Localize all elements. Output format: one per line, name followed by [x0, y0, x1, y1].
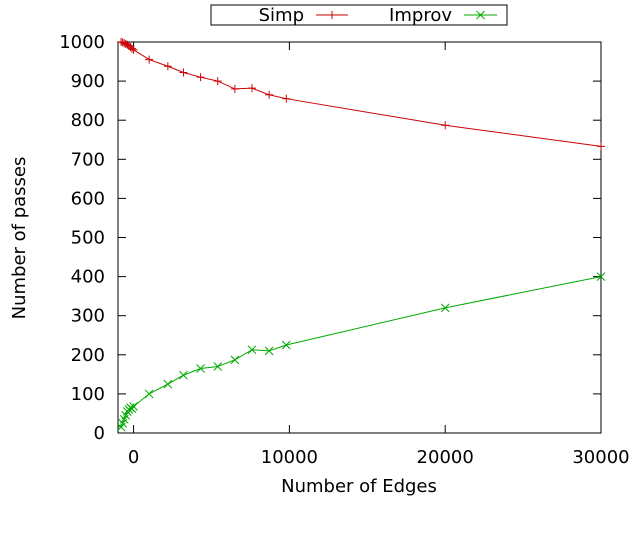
x-axis-ticks: 0 10000 20000 30000 — [128, 42, 630, 468]
legend-marker-simp — [328, 11, 336, 19]
series-layer — [116, 38, 606, 432]
y-tick-label: 1000 — [59, 32, 105, 53]
data-point-simp — [129, 45, 138, 54]
legend-label-simp: Simp — [259, 5, 304, 26]
data-point-simp — [230, 84, 239, 93]
y-axis-title: Number of passes — [9, 157, 30, 320]
data-point-improv — [264, 346, 274, 356]
data-point-simp — [247, 84, 256, 93]
y-tick-label: 400 — [71, 267, 105, 288]
data-point-simp — [597, 142, 605, 151]
data-point-improv — [247, 345, 257, 355]
legend-box — [210, 4, 508, 26]
data-point-simp — [179, 68, 188, 77]
series-simp — [117, 38, 605, 151]
plot-frame — [117, 41, 602, 434]
y-tick-label: 0 — [94, 423, 105, 444]
data-point-improv — [127, 404, 137, 414]
series-line-improv — [120, 276, 602, 428]
data-point-improv — [230, 355, 240, 365]
data-point-improv — [196, 364, 205, 373]
data-point-simp — [441, 121, 450, 130]
data-point-simp — [282, 94, 291, 103]
data-point-improv — [213, 362, 223, 371]
x-tick-label: 20000 — [417, 447, 474, 468]
data-point-simp — [128, 44, 137, 53]
y-tick-label: 200 — [71, 345, 105, 366]
data-point-simp — [265, 90, 274, 99]
legend-label-improv: Improv — [389, 5, 452, 26]
y-tick-label: 600 — [71, 188, 105, 209]
data-point-improv — [179, 370, 188, 380]
legend-marker-improv — [476, 10, 485, 20]
legend: Simp Improv — [210, 4, 508, 26]
data-point-simp — [213, 77, 222, 86]
y-tick-label: 800 — [71, 110, 105, 131]
data-point-improv — [281, 340, 291, 350]
data-point-improv — [596, 272, 606, 281]
data-point-simp — [196, 73, 205, 82]
y-tick-label: 300 — [71, 306, 105, 327]
data-point-improv — [129, 402, 138, 411]
series-improv — [116, 272, 606, 432]
y-tick-label: 900 — [71, 71, 105, 92]
y-tick-label: 500 — [71, 228, 105, 249]
x-tick-label: 0 — [128, 447, 139, 468]
data-point-improv — [144, 389, 154, 399]
data-point-improv — [440, 303, 450, 313]
data-point-improv — [163, 379, 173, 389]
x-axis-title: Number of Edges — [281, 476, 437, 497]
data-point-simp — [145, 55, 154, 64]
x-tick-label: 10000 — [261, 447, 318, 468]
series-line-simp — [120, 41, 602, 147]
y-axis-ticks: 0 100 200 300 400 500 600 700 800 900 1000 — [59, 32, 601, 444]
y-tick-label: 100 — [71, 384, 105, 405]
x-tick-label: 30000 — [572, 447, 629, 468]
y-tick-label: 700 — [71, 149, 105, 170]
data-point-simp — [163, 62, 172, 71]
